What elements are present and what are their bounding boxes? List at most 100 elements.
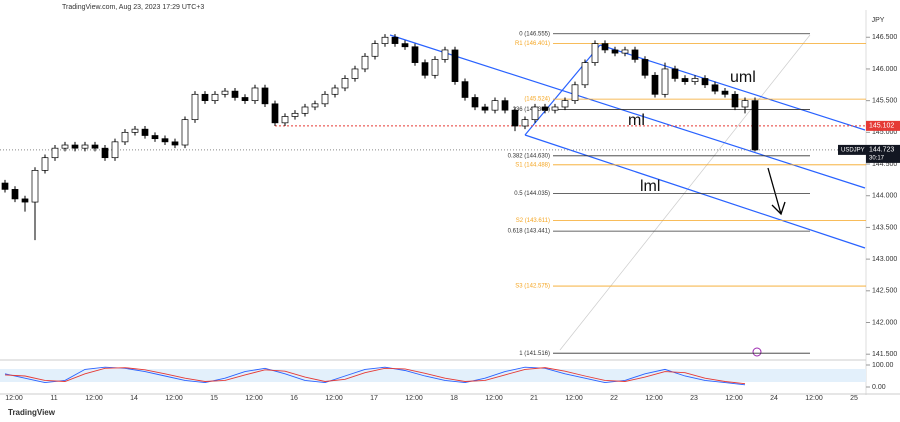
x-tick-label: 24 (770, 395, 778, 402)
osc-tick-label: 100.00 (872, 362, 894, 369)
x-tick-label: 16 (290, 395, 298, 402)
candle-body (731, 93, 739, 108)
x-tick-label: 12:00 (565, 395, 583, 402)
candle-body (221, 90, 229, 95)
candle-body (291, 112, 299, 117)
event-icon (752, 347, 762, 357)
candle-body (191, 93, 199, 121)
level-label: S3 (142.575) (515, 284, 550, 290)
x-tick-label: 21 (530, 395, 538, 402)
candle-body (611, 49, 619, 54)
last-price-box (866, 144, 900, 163)
candle-body (31, 170, 39, 203)
x-tick-label: 18 (450, 395, 458, 402)
candle-body (231, 90, 239, 98)
candle-body (711, 84, 719, 92)
candle-body (331, 87, 339, 95)
candle-body (681, 78, 689, 82)
y-tick-label: 144.000 (872, 193, 897, 200)
x-tick-label: 11 (50, 395, 57, 402)
osc-tick-label: 0.00 (872, 384, 886, 391)
candle-body (571, 84, 579, 101)
candle-body (1, 182, 9, 190)
candle-body (81, 144, 89, 149)
level-label: 0.382 (144.630) (508, 153, 550, 159)
candle-body (631, 49, 639, 60)
candle-body (121, 131, 129, 143)
y-tick-label: 146.500 (872, 34, 897, 41)
candle-body (561, 100, 569, 108)
candle-body (691, 78, 699, 82)
level-label: S1 (144.488) (515, 162, 550, 168)
candle-body (741, 100, 749, 108)
candle-body (21, 198, 29, 203)
arrow-shaft (767, 167, 782, 215)
symbol-box (838, 144, 866, 155)
candle-body (111, 141, 119, 159)
candle-body (271, 103, 279, 124)
oscillator-line (4, 366, 746, 386)
oscillator-line (4, 367, 746, 385)
candle-body (141, 128, 149, 136)
y-tick-label: 144.500 (872, 161, 897, 168)
candle-body (171, 141, 179, 146)
candle-body (461, 81, 469, 98)
x-tick-label: 12:00 (725, 395, 743, 402)
median-channel (389, 34, 866, 189)
x-tick-label: 12:00 (5, 395, 23, 402)
candle-body (201, 93, 209, 101)
candle-body (341, 78, 349, 89)
candle-body (401, 43, 409, 48)
candle-body (511, 109, 519, 127)
candle-body (751, 100, 759, 151)
level-label: S2 (143.611) (516, 218, 550, 224)
candle-body (71, 144, 79, 149)
candle-body (551, 106, 559, 111)
countdown-label: 30:17 (869, 155, 885, 161)
x-tick-label: 12:00 (645, 395, 663, 402)
x-tick-label: 12:00 (165, 395, 183, 402)
candle-body (101, 147, 109, 159)
y-tick-label: 143.000 (872, 256, 897, 263)
symbol-label: USDJPY (841, 147, 865, 153)
y-tick-label: 142.000 (872, 319, 897, 326)
candle-body (371, 43, 379, 57)
y-tick-label: 142.500 (872, 288, 897, 295)
candle-body (151, 135, 159, 140)
currency-label: JPY (872, 17, 885, 24)
candle-body (411, 46, 419, 63)
candle-body (261, 87, 269, 105)
candle-body (581, 62, 589, 86)
y-tick-label: 145.500 (872, 97, 897, 104)
candle-body (541, 106, 549, 111)
candle-body (651, 74, 659, 95)
candle-body (361, 55, 369, 70)
x-tick-label: 17 (370, 395, 378, 402)
brand: TradingView (8, 408, 56, 417)
y-tick-label: 145.000 (872, 129, 897, 136)
candle-body (621, 49, 629, 54)
candle-body (391, 36, 399, 44)
x-tick-label: 12:00 (325, 395, 343, 402)
candle-body (481, 106, 489, 111)
last-price-label: 144.723 (869, 147, 894, 154)
candle-body (451, 49, 459, 82)
candle-body (641, 59, 649, 76)
candle-body (161, 138, 169, 143)
level-label: 236 (145.361) (513, 107, 550, 113)
x-tick-label: 22 (610, 395, 618, 402)
candle-body (91, 144, 99, 149)
x-tick-label: 12:00 (245, 395, 263, 402)
candle-body (591, 43, 599, 63)
x-tick-label: 12:00 (85, 395, 103, 402)
candle-body (181, 119, 189, 146)
level-label: R1 (146.401) (515, 41, 550, 47)
candle-body (241, 97, 249, 101)
candle-body (601, 43, 609, 51)
candle-body (421, 62, 429, 76)
x-tick-label: 25 (850, 395, 858, 402)
candle-body (531, 106, 539, 121)
x-tick-label: 12:00 (805, 395, 823, 402)
trend-guide (559, 34, 811, 351)
